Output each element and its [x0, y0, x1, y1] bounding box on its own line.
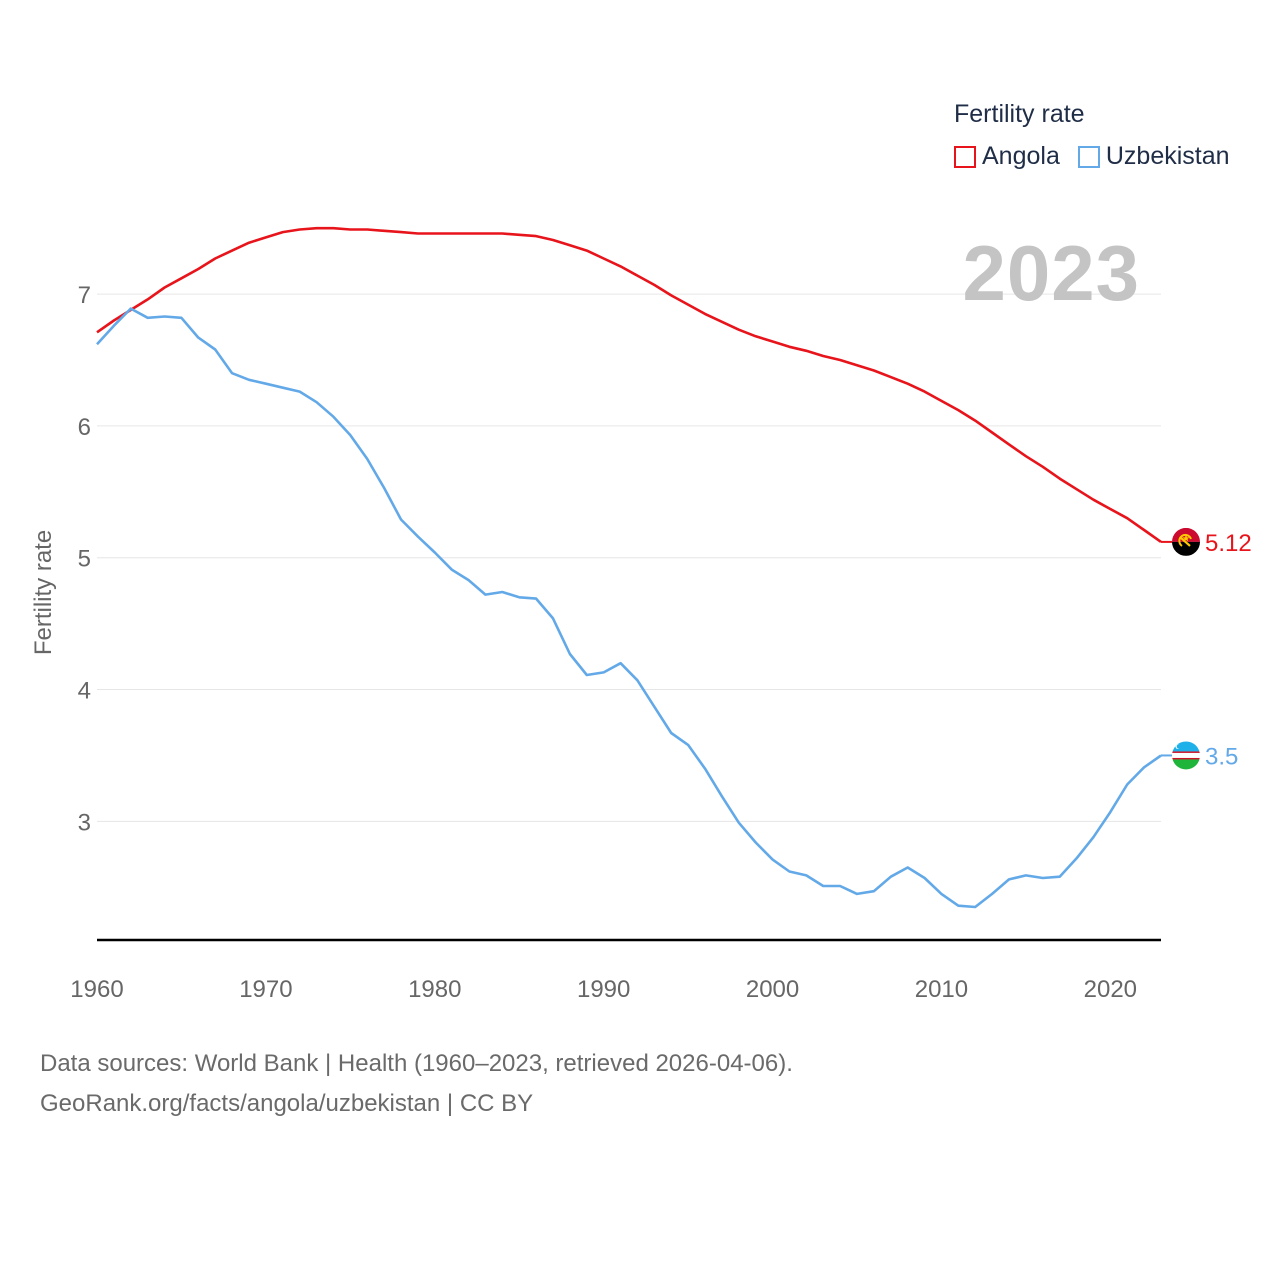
end-markers: 5.12 3.5: [1161, 527, 1252, 770]
attribution-line[interactable]: GeoRank.org/facts/angola/uzbekistan | CC…: [40, 1090, 534, 1117]
uzbekistan-flag-icon: [1172, 741, 1200, 770]
uzbekistan-end-value-label: 3.5: [1205, 743, 1238, 770]
x-tick-label: 2010: [915, 976, 968, 1003]
y-tick-label: 4: [78, 678, 91, 705]
y-tick-label: 5: [78, 546, 91, 573]
current-year-label: 2023: [962, 229, 1140, 317]
y-tick-label: 3: [78, 809, 91, 836]
series-line-uzbekistan[interactable]: [96, 307, 1162, 909]
series-layer: [96, 226, 1162, 909]
series-line-angola[interactable]: [96, 226, 1162, 543]
legend-swatch-uzbekistan: [1077, 145, 1100, 168]
source-line: Data sources: World Bank | Health (1960–…: [40, 1050, 793, 1077]
x-tick-label: 1960: [70, 976, 123, 1003]
x-tick-label: 2000: [746, 976, 799, 1003]
legend-title: Fertility rate: [954, 100, 1085, 128]
y-tick-label: 7: [78, 282, 91, 309]
y-tick-label: 6: [78, 414, 91, 441]
legend-item-angola[interactable]: Angola: [954, 142, 1060, 171]
x-tick-label: 1990: [577, 976, 630, 1003]
y-axis-label: Fertility rate: [30, 530, 57, 655]
y-axis-ticks: 3 4 5 6 7: [78, 282, 91, 836]
x-axis-ticks: 1960 1970 1980 1990 2000 2010 2020: [70, 976, 1137, 1003]
x-tick-label: 1970: [239, 976, 292, 1003]
angola-end-value-label: 5.12: [1205, 530, 1252, 557]
footer-source: Data sources: World Bank | Health (1960–…: [40, 1044, 793, 1124]
legend-label-uzbekistan: Uzbekistan: [1105, 142, 1230, 170]
angola-flag-icon: [1172, 527, 1200, 556]
legend-swatch-angola: [954, 145, 976, 168]
legend-label-angola: Angola: [982, 142, 1060, 170]
x-tick-label: 1980: [408, 976, 461, 1003]
x-tick-label: 2020: [1084, 976, 1137, 1003]
legend-item-uzbekistan[interactable]: Uzbekistan: [1077, 142, 1230, 171]
gridlines: [97, 293, 1161, 822]
legend: Angola Uzbekistan: [954, 142, 1248, 171]
